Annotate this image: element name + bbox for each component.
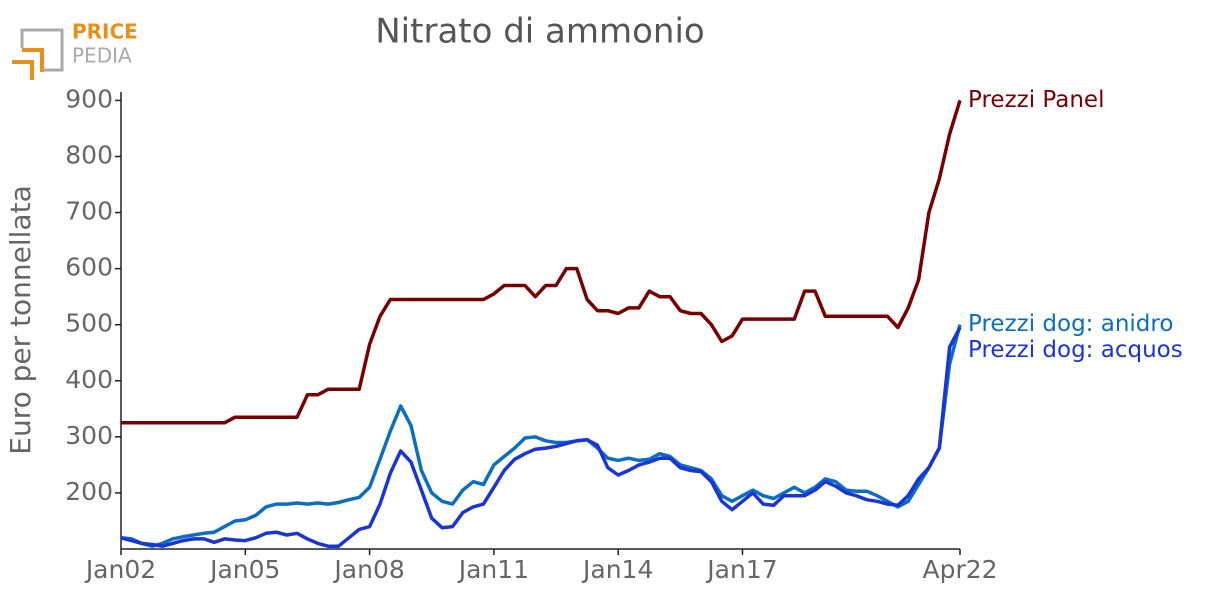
x-tick-label: Jan11 (457, 555, 529, 584)
x-tick-label: Jan02 (84, 555, 156, 584)
y-tick-label: 800 (65, 140, 113, 169)
y-tick-label: 600 (65, 253, 113, 282)
logo-mark (20, 28, 64, 72)
logo: PRICE PEDIA (12, 20, 138, 80)
y-tick-label: 400 (65, 365, 113, 394)
logo-text: PEDIA (72, 44, 132, 68)
chart-title: Nitrato di ammonio (375, 12, 704, 52)
y-tick-label: 700 (65, 197, 113, 226)
legend-label: Prezzi Panel (968, 87, 1104, 113)
series-line (120, 326, 962, 548)
series-line (120, 324, 962, 548)
x-tick-label: Apr22 (922, 555, 997, 584)
logo-text: PRICE (72, 20, 138, 44)
y-tick-label: 200 (65, 477, 113, 506)
legend-label: Prezzi dog: anidro (968, 311, 1173, 337)
y-axis-label: Euro per tonnellata (4, 185, 37, 454)
y-tick-label: 900 (65, 84, 113, 113)
y-tick-label: 300 (65, 421, 113, 450)
y-tick-label: 500 (65, 309, 113, 338)
x-tick-label: Jan05 (208, 555, 280, 584)
x-tick-label: Jan08 (332, 555, 404, 584)
x-tick-label: Jan17 (705, 555, 777, 584)
series-line (121, 99, 962, 425)
x-tick-label: Jan14 (581, 555, 653, 584)
legend-label: Prezzi dog: acquos (968, 337, 1183, 363)
logo-mark (12, 48, 44, 80)
